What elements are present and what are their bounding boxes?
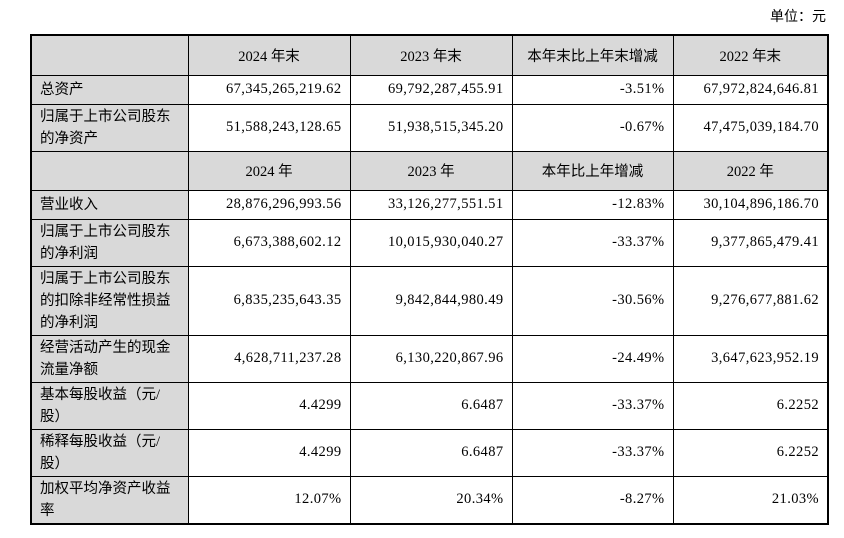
value-2023: 6,130,220,867.96 xyxy=(349,334,513,383)
row-label: 经营活动产生的现金 流量净额 xyxy=(30,334,189,383)
value-2022: 67,972,824,646.81 xyxy=(672,74,829,105)
value-change: -33.37% xyxy=(511,428,674,477)
value-2023: 6.6487 xyxy=(349,381,513,430)
key-financials-table: 2024 年末 2023 年末 本年末比上年末增减 2022 年末 总资产 67… xyxy=(30,34,829,525)
value-2023: 10,015,930,040.27 xyxy=(349,218,513,267)
row-basic-eps: 基本每股收益（元/ 股） 4.4299 6.6487 -33.37% 6.225… xyxy=(30,381,829,430)
value-change: -8.27% xyxy=(511,475,674,524)
value-2024: 6,673,388,602.12 xyxy=(187,218,351,267)
value-2022: 6.2252 xyxy=(672,428,829,477)
value-change: -3.51% xyxy=(511,74,674,105)
col-header-2024-year-end: 2024 年末 xyxy=(187,34,351,76)
row-label: 总资产 xyxy=(30,74,189,105)
row-operating-cash-flow: 经营活动产生的现金 流量净额 4,628,711,237.28 6,130,22… xyxy=(30,334,829,383)
value-change: -0.67% xyxy=(511,103,674,152)
value-2023: 69,792,287,455.91 xyxy=(349,74,513,105)
col-header-2022-year-end: 2022 年末 xyxy=(672,34,829,76)
row-net-assets-attributable: 归属于上市公司股东 的净资产 51,588,243,128.65 51,938,… xyxy=(30,103,829,152)
row-label: 基本每股收益（元/ 股） xyxy=(30,381,189,430)
value-2024: 28,876,296,993.56 xyxy=(187,189,351,220)
value-2024: 4.4299 xyxy=(187,381,351,430)
value-2024: 51,588,243,128.65 xyxy=(187,103,351,152)
col-header-2024-year: 2024 年 xyxy=(187,150,351,191)
col-header-yoy-change-year-end: 本年末比上年末增减 xyxy=(511,34,674,76)
value-2022: 3,647,623,952.19 xyxy=(672,334,829,383)
col-header-2023-year: 2023 年 xyxy=(349,150,513,191)
value-2022: 21.03% xyxy=(672,475,829,524)
value-2022: 47,475,039,184.70 xyxy=(672,103,829,152)
row-diluted-eps: 稀释每股收益（元/ 股） 4.4299 6.6487 -33.37% 6.225… xyxy=(30,428,829,477)
value-2024: 4,628,711,237.28 xyxy=(187,334,351,383)
value-2023: 51,938,515,345.20 xyxy=(349,103,513,152)
value-change: -30.56% xyxy=(511,265,674,336)
value-2022: 30,104,896,186.70 xyxy=(672,189,829,220)
unit-label: 单位：元 xyxy=(770,10,826,25)
col-header-2022-year: 2022 年 xyxy=(672,150,829,191)
corner-cell xyxy=(30,150,189,191)
value-change: -33.37% xyxy=(511,218,674,267)
row-net-profit-excl-nonrecurring: 归属于上市公司股东 的扣除非经常性损益 的净利润 6,835,235,643.3… xyxy=(30,265,829,336)
header-row-year: 2024 年 2023 年 本年比上年增减 2022 年 xyxy=(30,150,829,191)
row-total-assets: 总资产 67,345,265,219.62 69,792,287,455.91 … xyxy=(30,74,829,105)
value-change: -12.83% xyxy=(511,189,674,220)
corner-cell xyxy=(30,34,189,76)
value-2023: 9,842,844,980.49 xyxy=(349,265,513,336)
value-2024: 4.4299 xyxy=(187,428,351,477)
value-2024: 6,835,235,643.35 xyxy=(187,265,351,336)
value-2024: 12.07% xyxy=(187,475,351,524)
row-label: 稀释每股收益（元/ 股） xyxy=(30,428,189,477)
row-label: 归属于上市公司股东 的扣除非经常性损益 的净利润 xyxy=(30,265,189,336)
row-operating-revenue: 营业收入 28,876,296,993.56 33,126,277,551.51… xyxy=(30,189,829,220)
value-2023: 6.6487 xyxy=(349,428,513,477)
row-label: 归属于上市公司股东 的净资产 xyxy=(30,103,189,152)
row-weighted-avg-roe: 加权平均净资产收益 率 12.07% 20.34% -8.27% 21.03% xyxy=(30,475,829,524)
value-2023: 33,126,277,551.51 xyxy=(349,189,513,220)
row-label: 加权平均净资产收益 率 xyxy=(30,475,189,524)
col-header-yoy-change-year: 本年比上年增减 xyxy=(511,150,674,191)
value-2022: 9,276,677,881.62 xyxy=(672,265,829,336)
value-change: -33.37% xyxy=(511,381,674,430)
value-2022: 6.2252 xyxy=(672,381,829,430)
value-2022: 9,377,865,479.41 xyxy=(672,218,829,267)
value-change: -24.49% xyxy=(511,334,674,383)
row-net-profit-attributable: 归属于上市公司股东 的净利润 6,673,388,602.12 10,015,9… xyxy=(30,218,829,267)
value-2024: 67,345,265,219.62 xyxy=(187,74,351,105)
row-label: 归属于上市公司股东 的净利润 xyxy=(30,218,189,267)
col-header-2023-year-end: 2023 年末 xyxy=(349,34,513,76)
row-label: 营业收入 xyxy=(30,189,189,220)
value-2023: 20.34% xyxy=(349,475,513,524)
header-row-period-end: 2024 年末 2023 年末 本年末比上年末增减 2022 年末 xyxy=(30,34,829,76)
